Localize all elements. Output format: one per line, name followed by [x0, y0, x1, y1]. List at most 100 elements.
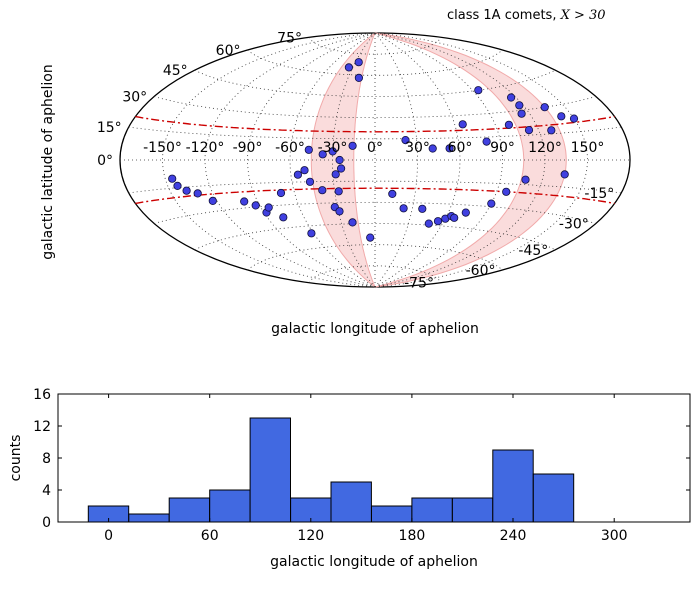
chart-title-math: X > 30 [560, 8, 606, 23]
histogram-frame [58, 394, 690, 522]
comet-point [183, 187, 190, 194]
y-tick-label: 4 [42, 483, 51, 499]
histogram-x-axis-label: galactic longitude of aphelion [270, 554, 478, 570]
comet-point [462, 209, 469, 216]
longitude-histogram: 0 60 120 180 240 300 0 4 8 12 16 galactic longitu… [8, 387, 690, 570]
comet-point [337, 165, 344, 172]
comet-point [488, 200, 495, 207]
comet-point [349, 219, 356, 226]
comet-point [174, 182, 181, 189]
longitude-tick-label: 30° [405, 140, 430, 156]
latitude-tick-label: -60° [466, 263, 496, 279]
comet-point [505, 121, 512, 128]
comet-point [336, 208, 343, 215]
longitude-tick-label: 60° [448, 140, 473, 156]
histogram-bar [331, 482, 371, 522]
y-tick-label: 8 [42, 451, 51, 467]
comet-point [459, 121, 466, 128]
comet-point [558, 113, 565, 120]
latitude-tick-label: -15° [584, 186, 614, 202]
comet-point [355, 59, 362, 66]
comet-point [335, 188, 342, 195]
comet-point [548, 127, 555, 134]
longitude-tick-label: -30° [318, 140, 348, 156]
comet-point [355, 74, 362, 81]
comet-point [319, 187, 326, 194]
comet-point [294, 171, 301, 178]
comet-point [241, 198, 248, 205]
histogram-bar [250, 418, 290, 522]
comet-point [332, 171, 339, 178]
comet-point [425, 220, 432, 227]
comet-point [525, 126, 532, 133]
histogram-bar [533, 474, 573, 522]
comet-point [265, 204, 272, 211]
comet-point [389, 190, 396, 197]
longitude-tick-label: -120° [186, 140, 225, 156]
comet-point [518, 110, 525, 117]
x-tick-label: 300 [601, 528, 628, 544]
histogram-bar [169, 498, 209, 522]
comet-point [434, 218, 441, 225]
y-tick-label: 16 [33, 387, 51, 403]
comet-point [280, 214, 287, 221]
longitude-tick-label: -90° [233, 140, 263, 156]
latitude-tick-label: 0° [97, 153, 113, 169]
latitude-tick-label: 75° [277, 30, 302, 46]
chart-title-text: class 1A comets, [447, 8, 561, 23]
latitude-tick-label: 60° [216, 43, 241, 59]
comet-point [561, 171, 568, 178]
histogram-bar [129, 514, 169, 522]
comet-point [475, 87, 482, 94]
comet-point [570, 115, 577, 122]
comet-point [194, 190, 201, 197]
longitude-tick-label: 90° [490, 140, 515, 156]
latitude-tick-label: -30° [559, 217, 589, 233]
latitude-tick-label: -75° [404, 276, 434, 292]
comet-point [419, 205, 426, 212]
longitude-tick-label: -60° [275, 140, 305, 156]
comet-point [541, 104, 548, 111]
comet-point [336, 156, 343, 163]
histogram-bar [412, 498, 452, 522]
longitude-tick-labels: -150° -120° -90° -60° -30° 0° 30° 60° 90° 120° 150… [143, 140, 604, 156]
comet-point [451, 214, 458, 221]
comet-point [252, 202, 259, 209]
x-tick-label: 60 [201, 528, 219, 544]
histogram-y-axis-label: counts [8, 435, 24, 482]
sky-x-axis-label: galactic longitude of aphelion [271, 321, 479, 337]
histogram-bar [493, 450, 533, 522]
histogram-bar [210, 490, 250, 522]
comet-point [349, 142, 356, 149]
comet-point [209, 197, 216, 204]
y-tick-label: 0 [42, 515, 51, 531]
comet-point [305, 146, 312, 153]
latitude-tick-label: 15° [97, 120, 122, 136]
chart-title: class 1A comets, X > 30 [447, 8, 606, 23]
comet-point [503, 188, 510, 195]
longitude-tick-label: 150° [571, 140, 605, 156]
histogram-bar [452, 498, 492, 522]
x-tick-label: 120 [297, 528, 324, 544]
sky-y-axis-label: galactic latitude of aphelion [40, 64, 56, 259]
comet-point [400, 205, 407, 212]
comet-point [429, 145, 436, 152]
x-tick-label: 0 [104, 528, 113, 544]
longitude-tick-label: -150° [143, 140, 182, 156]
comet-point [367, 234, 374, 241]
latitude-tick-label: 45° [163, 63, 188, 79]
comet-point [507, 94, 514, 101]
comet-point [522, 176, 529, 183]
comet-point [516, 102, 523, 109]
comet-point [345, 64, 352, 71]
x-tick-label: 240 [500, 528, 527, 544]
comet-point [301, 167, 308, 174]
longitude-tick-label: 120° [528, 140, 562, 156]
comet-point [306, 178, 313, 185]
comet-point [308, 230, 315, 237]
comet-point [277, 189, 284, 196]
x-tick-label: 180 [399, 528, 426, 544]
aitoff-sky-map: -150° -120° -90° -60° -30° 0° 30° 60° 90° 120° 150… [40, 8, 630, 337]
figure: -150° -120° -90° -60° -30° 0° 30° 60° 90° 120° 150… [0, 0, 700, 600]
comet-point [169, 175, 176, 182]
